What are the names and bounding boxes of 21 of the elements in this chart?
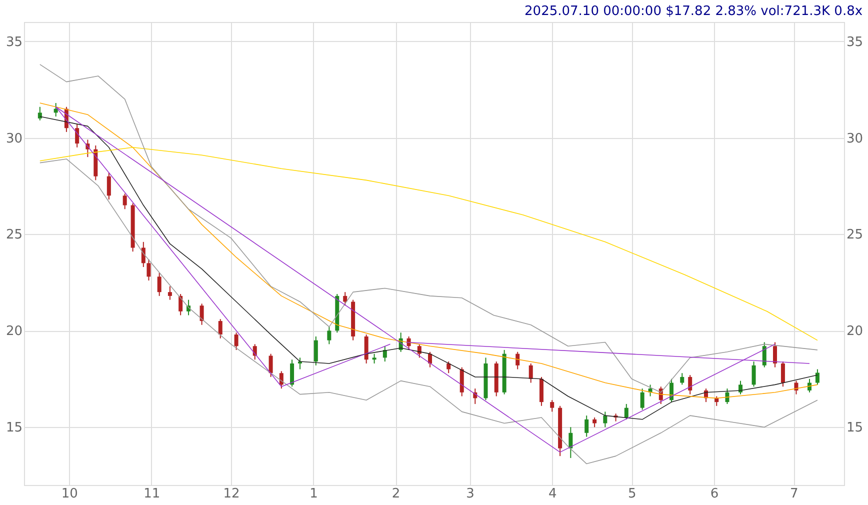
x-tick-label: 3	[466, 486, 474, 502]
x-tick-label: 5	[628, 486, 636, 502]
y2-tick-label: 35	[846, 34, 864, 50]
x-tick-label: 2	[392, 486, 400, 502]
x-tick-label: 12	[223, 486, 240, 502]
x-tick-label: 10	[61, 486, 78, 502]
y2-tick-label: 20	[846, 324, 864, 340]
y-tick-label: 20	[6, 324, 22, 340]
y-tick-label: 30	[6, 131, 22, 146]
chart-title: 2025.07.10 00:00:00 $17.82 2.83% vol:721.3K 0.8x	[524, 4, 863, 19]
x-tick-label: 4	[548, 486, 557, 502]
y-tick-label: 35	[6, 34, 22, 50]
x-tick-label: 7	[790, 486, 798, 502]
x-tick-label: 11	[144, 486, 160, 502]
y2-tick-label: 15	[846, 420, 864, 436]
y-tick-label: 25	[6, 228, 22, 243]
x-tick-label: 1	[310, 486, 318, 502]
y-tick-label: 15	[6, 420, 22, 436]
y2-tick-label: 30	[846, 131, 864, 146]
y2-tick-label: 25	[846, 228, 864, 243]
x-tick-label: 6	[710, 486, 719, 502]
